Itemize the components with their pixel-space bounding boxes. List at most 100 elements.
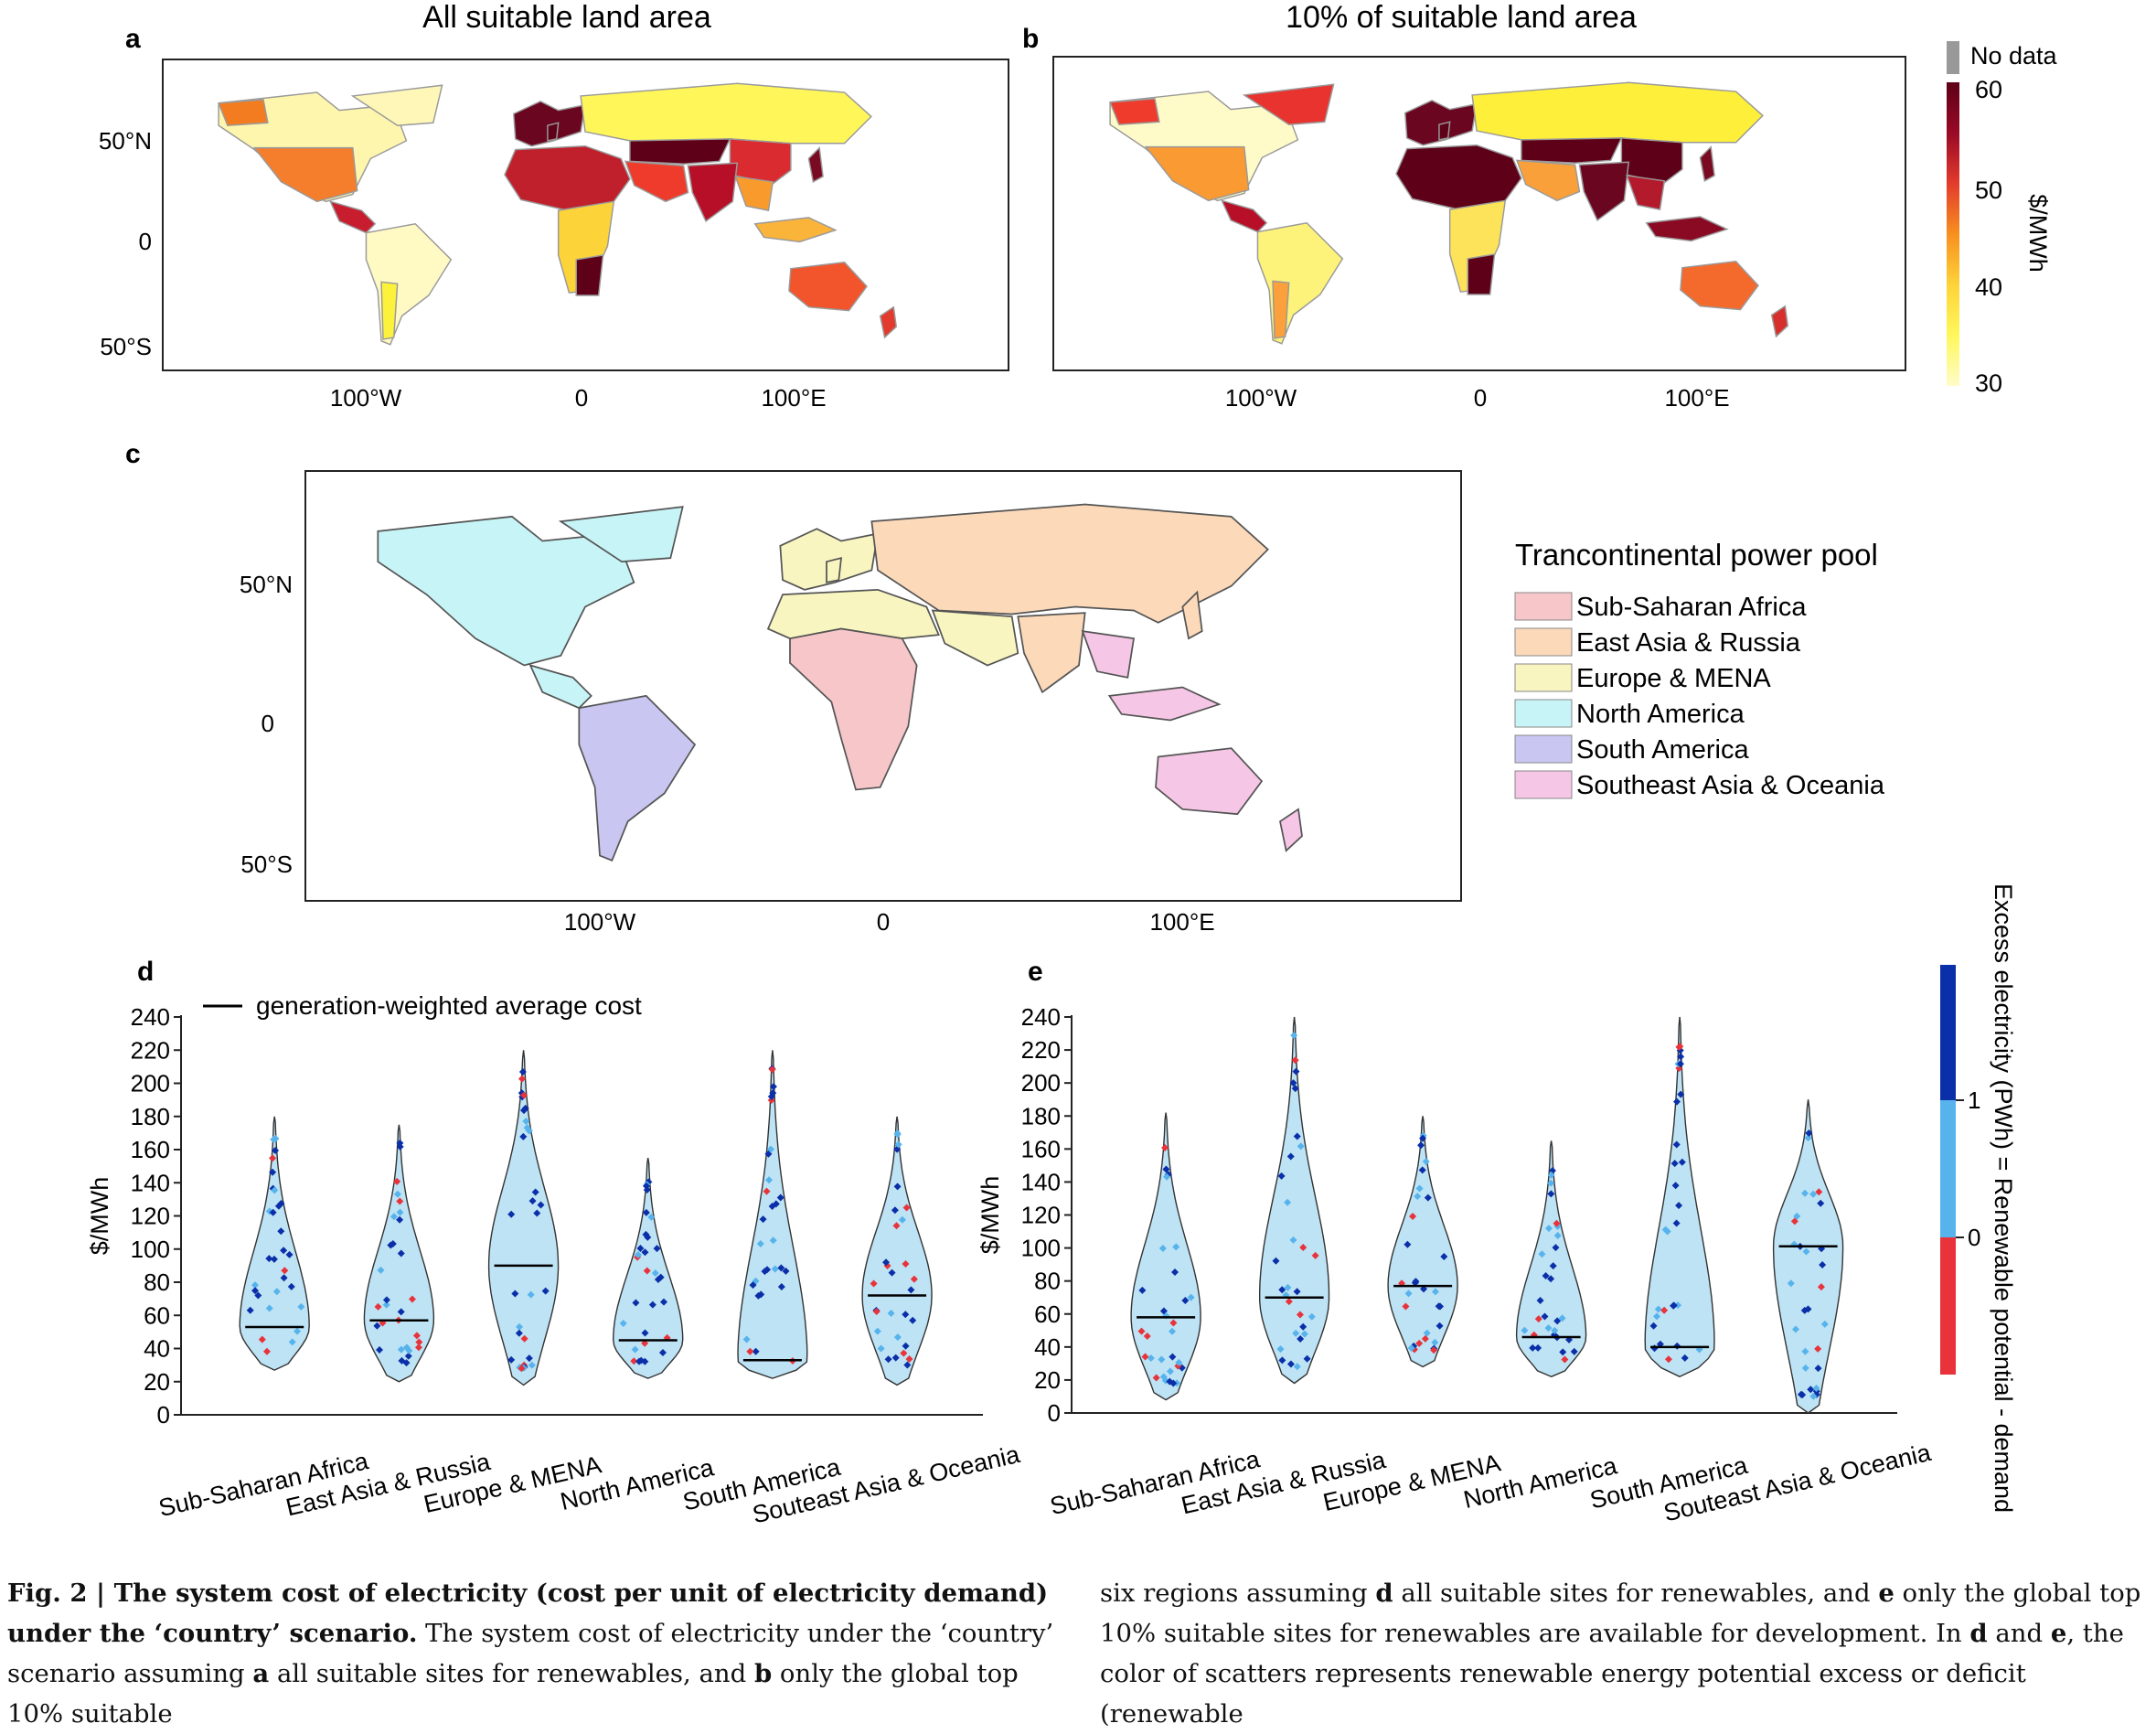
scatter-point [1299,1243,1307,1251]
scatter-point [909,1316,917,1324]
y-tick-label: 20 [1034,1366,1061,1394]
cost-colorbar-unit: $/MWh [2024,194,2052,273]
panel-letter-d: d [137,957,154,987]
y-tick-label: 200 [131,1070,170,1097]
scatter-point [288,1338,296,1346]
scatter-point [393,1177,401,1185]
scatter-point [287,1282,295,1290]
y-tick-label: 240 [1021,1003,1061,1031]
panel-a-title: All suitable land area [422,0,711,35]
scatter-point [1805,1129,1813,1138]
scatter-point [1812,1384,1820,1392]
scatter-point [767,1145,775,1153]
lat-tick-c-50s: 50°S [240,851,293,878]
scatter-point [1296,1311,1304,1319]
scatter-point [404,1352,412,1360]
y-tick-label: 40 [1034,1333,1061,1361]
scatter-point [1809,1190,1818,1198]
scatter-point [1163,1172,1171,1181]
panel-letter-c: c [125,439,141,469]
scatter-point [888,1268,896,1277]
scatter-point [271,1186,279,1194]
scatter-point [528,1361,536,1369]
scatter-point [277,1200,285,1208]
lon-tick-c-100e: 100°E [1149,908,1214,936]
scatter-point [518,1068,527,1076]
excess-tick-1: 1 [1968,1086,1980,1114]
legend-swatch [1514,699,1573,728]
scatter-point [1293,1132,1301,1140]
scatter-point [1415,1184,1424,1193]
scatter-point [643,1186,651,1194]
scatter-point [382,1296,390,1304]
scatter-point [776,1193,784,1202]
scatter-point [1787,1279,1795,1288]
scatter-point [254,1291,262,1300]
scatter-point [1549,1262,1557,1270]
scatter-point [1547,1171,1555,1179]
y-tick-label: 240 [131,1003,170,1031]
caption-ref: a [252,1659,270,1688]
scatter-point [1409,1212,1417,1220]
scatter-point [389,1239,397,1247]
scatter-point [1292,1067,1300,1076]
scatter-point [294,1327,302,1335]
scatter-point [1404,1290,1413,1298]
scatter-point [642,1208,650,1216]
power-pool-legend: Trancontinental power pool Sub-Saharan A… [1514,538,1885,800]
scatter-point [1529,1343,1537,1352]
y-tick-label: 60 [144,1301,170,1329]
scatter-point [768,1065,776,1074]
scatter-point [647,1213,656,1221]
scatter-point [898,1215,906,1224]
scatter-point [396,1142,404,1151]
scatter-point [537,1201,545,1209]
lon-tick-a-100w: 100°W [330,384,402,412]
scatter-point [1307,1312,1316,1321]
scatter-point [1541,1312,1549,1321]
legend-label: Europe & MENA [1576,664,1771,693]
scatter-point [269,1208,277,1216]
cost-tick-60: 60 [1975,76,2002,103]
y-tick-label: 100 [131,1236,170,1263]
scatter-point [1654,1305,1662,1313]
scatter-point [1676,1060,1684,1068]
scatter-point [1801,1189,1809,1197]
scatter-point [265,1304,273,1312]
scatter-point [1297,1334,1305,1343]
scatter-point [1551,1326,1559,1334]
scatter-point [1286,1152,1295,1161]
scatter-point [893,1130,902,1139]
scatter-point [742,1335,751,1343]
y-tick-label: 100 [1021,1235,1061,1262]
scatter-point [522,1117,530,1125]
scatter-point [1137,1327,1146,1335]
scatter-point [1171,1268,1179,1276]
scatter-point [1297,1142,1305,1151]
lat-tick-c-50n: 50°N [240,571,293,598]
world-map-b [1109,81,1789,345]
scatter-point [511,1290,519,1298]
scatter-point [280,1274,288,1282]
caption-left-column: Fig. 2 | The system cost of electricity … [7,1573,1068,1734]
scatter-point [632,1299,640,1307]
scatter-point [531,1188,539,1196]
scatter-point [374,1302,382,1311]
scatter-point [507,1355,516,1364]
scatter-point [641,1248,649,1257]
scatter-point [285,1250,294,1258]
lon-tick-b-0: 0 [1474,384,1487,412]
scatter-point [1417,1141,1425,1150]
caption-text: six regions assuming [1100,1579,1376,1608]
y-tick-label: 220 [1021,1036,1061,1064]
legend-label: Sub-Saharan Africa [1576,593,1807,622]
scatter-point [1291,1056,1299,1065]
scatter-point [1418,1166,1426,1174]
y-tick-label: 0 [157,1401,170,1429]
scatter-point [1675,1202,1683,1210]
scatter-point [1430,1346,1438,1354]
legend-label: East Asia & Russia [1576,628,1801,658]
scatter-point [269,1154,277,1162]
scatter-point [1303,1354,1311,1363]
scatter-point [1553,1219,1561,1227]
